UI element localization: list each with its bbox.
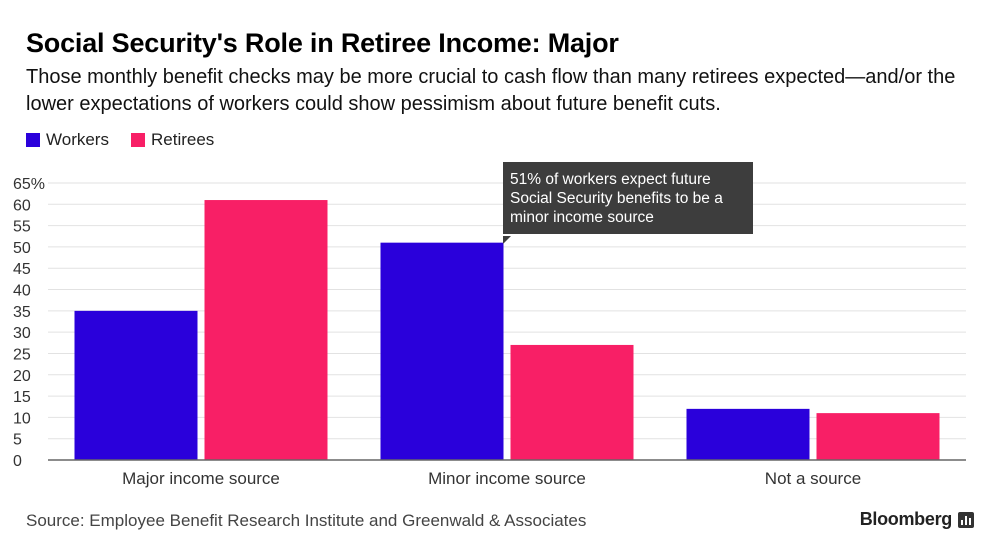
bar-retirees	[204, 200, 328, 461]
y-tick-label: 5	[13, 432, 22, 449]
legend-item-workers: Workers	[26, 130, 109, 150]
x-tick-label: Minor income source	[428, 469, 586, 488]
y-tick-label: 60	[13, 197, 31, 214]
bar-workers	[686, 408, 810, 460]
source-note: Source: Employee Benefit Research Instit…	[26, 511, 587, 530]
brand-name: Bloomberg	[859, 509, 953, 529]
y-tick-label: 30	[13, 325, 31, 342]
legend-swatch-retirees	[130, 133, 145, 147]
chart-subtitle: Those monthly benefit checks may be more…	[26, 66, 956, 115]
bloomberg-chart-icon	[958, 511, 974, 528]
bar-workers	[380, 242, 504, 460]
y-tick-label: 65%	[13, 176, 45, 193]
y-tick-label: 45	[13, 261, 31, 278]
y-tick-label: 40	[13, 283, 31, 300]
chart-title: Social Security's Role in Retiree Income…	[26, 28, 619, 58]
y-tick-label: 50	[13, 240, 31, 257]
annotation-callout-pointer	[503, 236, 511, 244]
x-tick-label: Major income source	[122, 469, 280, 488]
bar-workers	[74, 310, 198, 460]
y-tick-label: 55	[13, 219, 31, 236]
y-tick-label: 15	[13, 389, 31, 406]
legend-label-workers: Workers	[46, 130, 109, 149]
y-tick-label: 20	[13, 368, 31, 385]
y-tick-label: 25	[13, 346, 31, 363]
legend-label-retirees: Retirees	[150, 130, 215, 149]
y-tick-label: 35	[13, 304, 31, 321]
y-tick-label: 0	[13, 453, 22, 470]
y-tick-label: 10	[13, 410, 31, 427]
annotation-callout: 51% of workers expect future Social Secu…	[503, 162, 753, 234]
x-tick-label: Not a source	[765, 469, 861, 488]
brand-logo: Bloomberg	[860, 509, 974, 530]
legend-swatch-workers	[26, 133, 40, 147]
bar-retirees	[510, 344, 634, 460]
legend: Workers Retirees	[26, 130, 236, 150]
bar-retirees	[816, 413, 940, 460]
legend-item-retirees: Retirees	[130, 130, 215, 150]
